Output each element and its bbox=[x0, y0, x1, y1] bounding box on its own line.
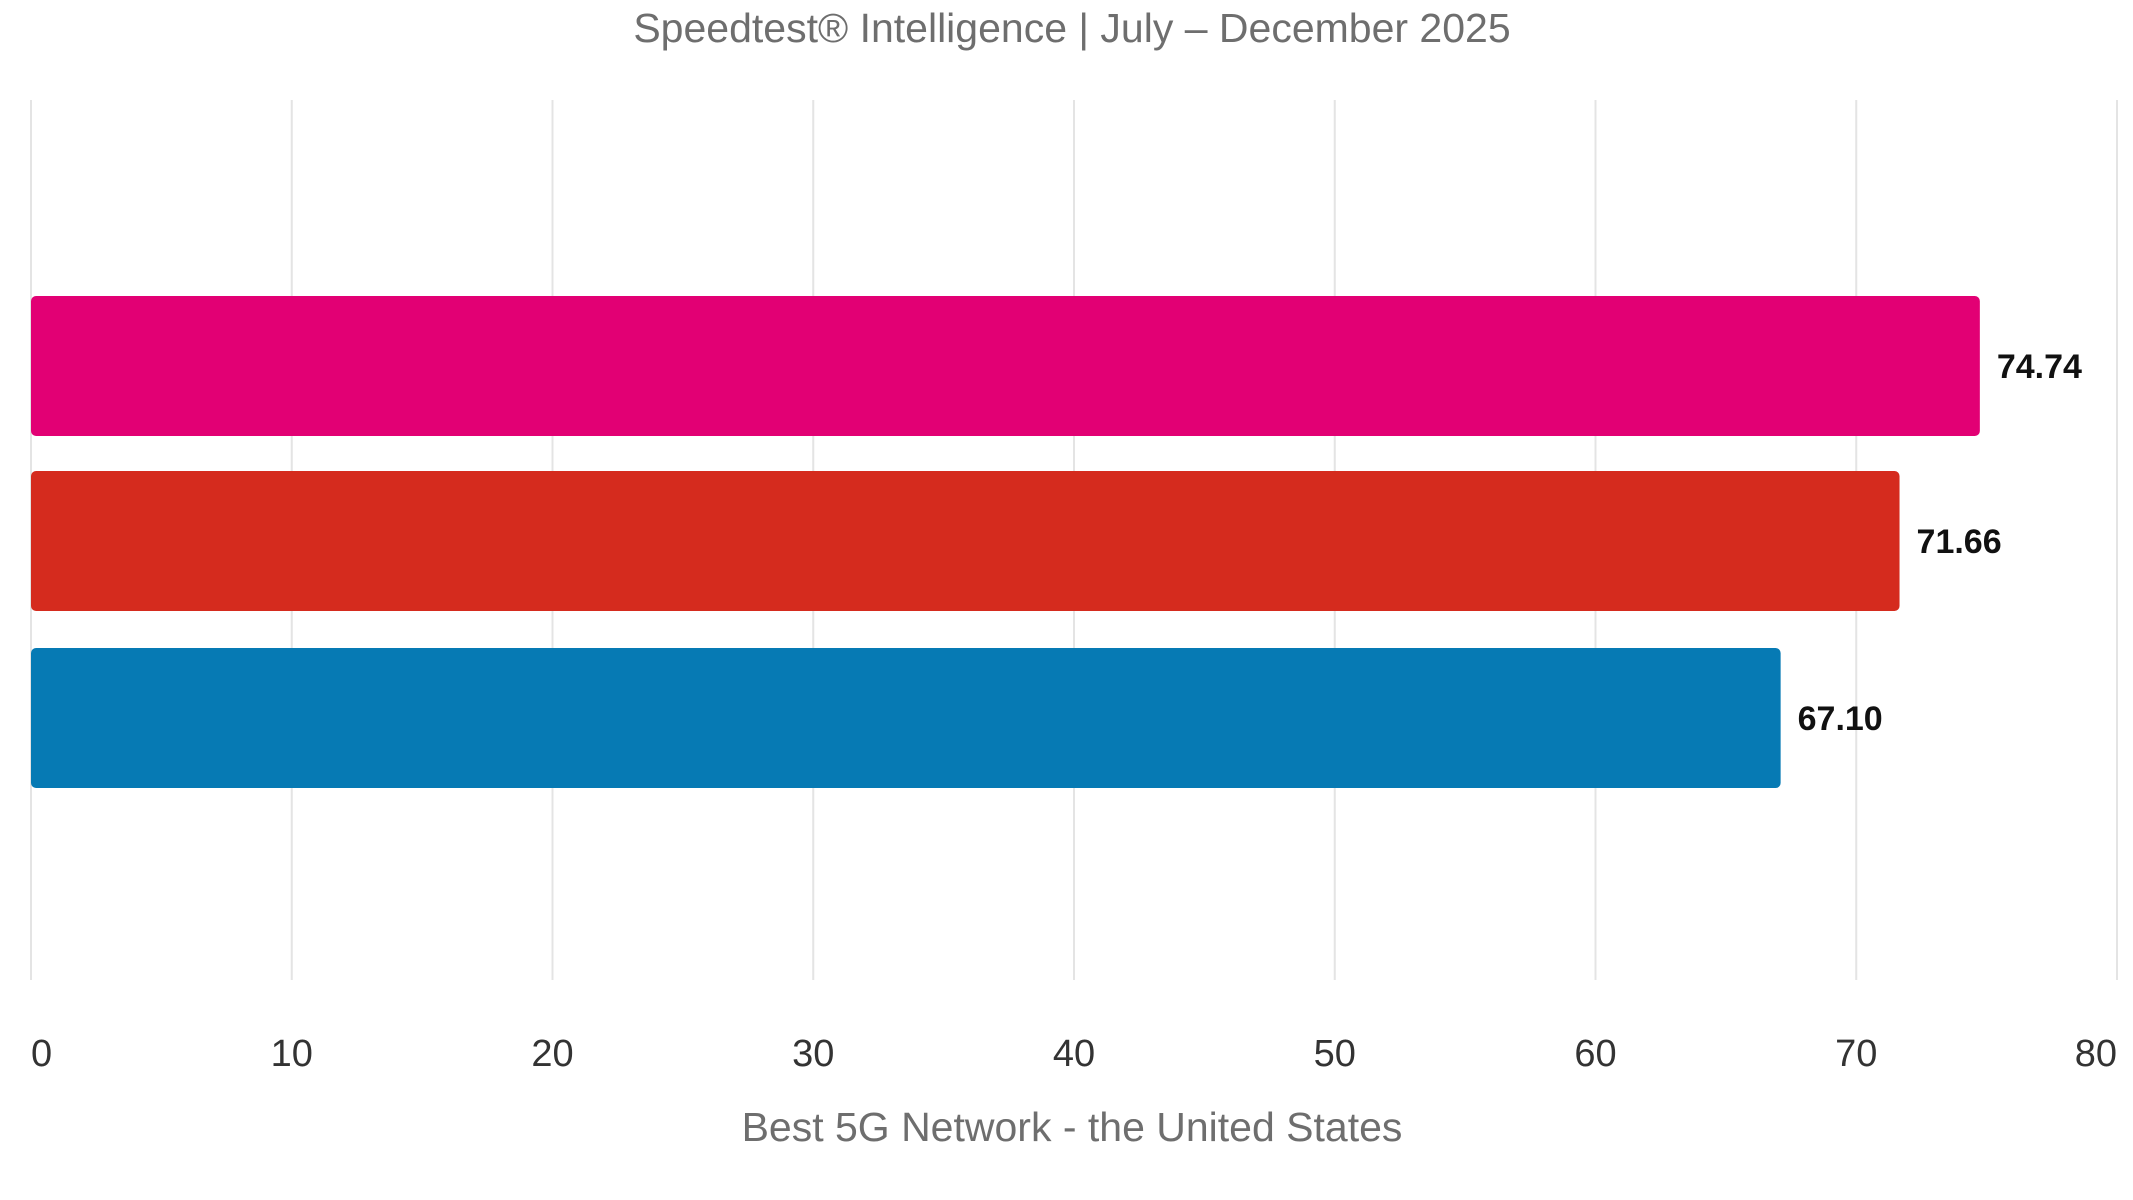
x-tick-label-60: 60 bbox=[1574, 1033, 1616, 1075]
bar-1 bbox=[31, 296, 1980, 436]
bar-2-value-label: 71.66 bbox=[1917, 523, 2002, 561]
bar-2 bbox=[31, 471, 1900, 611]
bar-1-value-label: 74.74 bbox=[1997, 348, 2082, 386]
x-tick-label-30: 30 bbox=[792, 1033, 834, 1075]
x-tick-label-70: 70 bbox=[1835, 1033, 1877, 1075]
chart-title: Speedtest® Intelligence | July – Decembe… bbox=[633, 5, 1510, 51]
data-labels: 74.74 71.66 67.10 bbox=[1798, 348, 2082, 738]
bar-3-value-label: 67.10 bbox=[1798, 700, 1883, 738]
x-tick-label-80: 80 bbox=[2075, 1033, 2117, 1075]
x-axis-ticks: 0 10 20 30 40 50 60 70 80 bbox=[31, 1033, 2117, 1075]
bar-3 bbox=[31, 648, 1781, 788]
x-tick-label-50: 50 bbox=[1314, 1033, 1356, 1075]
x-tick-label-40: 40 bbox=[1053, 1033, 1095, 1075]
x-axis-label: Best 5G Network - the United States bbox=[742, 1104, 1403, 1150]
bars bbox=[31, 296, 1980, 788]
x-tick-label-0: 0 bbox=[31, 1033, 52, 1075]
x-tick-label-10: 10 bbox=[271, 1033, 313, 1075]
x-tick-label-20: 20 bbox=[531, 1033, 573, 1075]
